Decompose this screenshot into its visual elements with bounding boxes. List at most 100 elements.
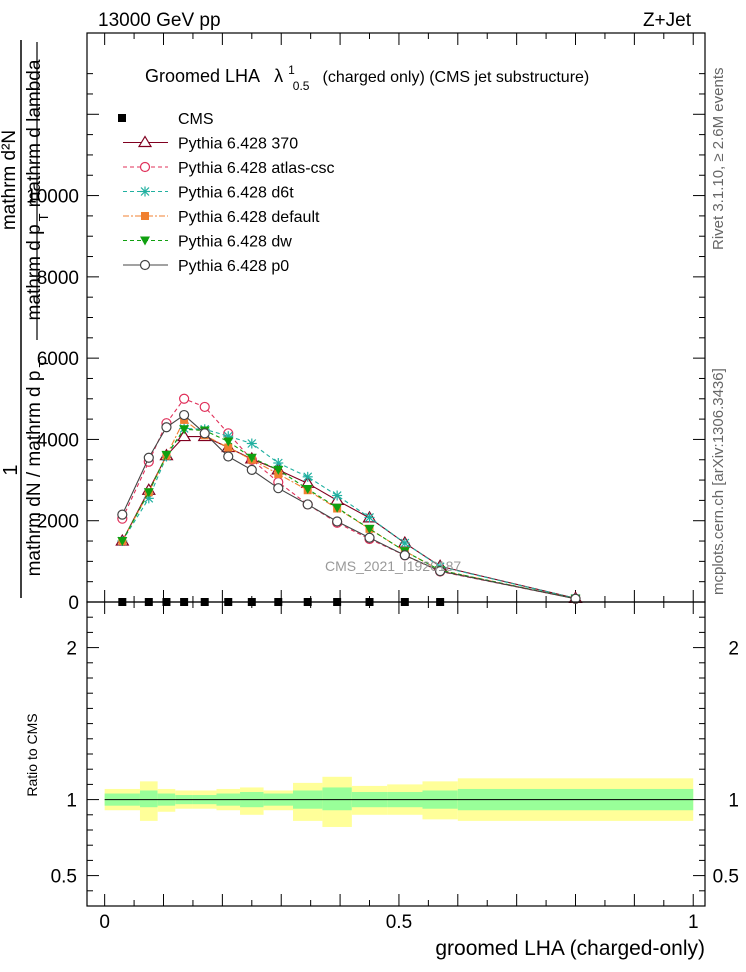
y-tick-label: 4000 [37,430,79,451]
x-tick-label: 0.5 [386,912,412,933]
series-marker [224,443,233,452]
series-marker [199,428,210,439]
series-marker [179,393,190,404]
chart-title: Groomed LHA λ 1 0.5 (charged only) (CMS … [145,58,589,94]
legend-label: Pythia 6.428 atlas-csc [178,160,335,177]
series-marker [302,471,313,482]
ratio-y-tick-label-right: 1 [728,791,739,812]
series-marker [332,490,343,501]
series-marker [223,437,234,447]
legend-label: Pythia 6.428 370 [178,136,298,153]
legend-item-cms: CMS [118,111,214,128]
series-marker [223,451,234,462]
legend-item: Pythia 6.428 atlas-csc [123,160,335,177]
ylabel-den-main: mathrm dN / mathrm d p [24,371,45,577]
series-marker [570,593,581,604]
ratio-stat-band [139,790,158,808]
series-marker [177,429,192,442]
series-marker [161,450,172,460]
series-marker [143,488,154,498]
main-series-layer [115,393,583,604]
series-marker [273,465,284,475]
series-marker [140,186,150,197]
energy-label: 13000 GeV pp [98,10,221,31]
series-pythia-6-428-p0 [117,409,581,604]
ylabel-one: 1 [0,464,22,475]
series-marker [199,401,210,413]
legend-label: CMS [178,111,214,128]
series-marker [161,422,172,433]
ylabel-num2-rest: mathrm d lambda [24,59,45,207]
series-line [121,398,576,600]
legend-item: Pythia 6.428 dw [123,234,292,251]
ratio-y-axis-label: Ratio to CMS [24,713,40,796]
ylabel-num2-main: mathrm d p [24,224,45,320]
y-tick-label: 8000 [37,268,79,289]
series-marker [399,538,410,549]
series-marker [273,458,284,469]
x-axis-label: groomed LHA (charged-only) [435,937,705,960]
series-marker [273,483,284,494]
legend-item: Pythia 6.428 default [123,209,320,226]
process-label: Z+Jet [643,10,692,31]
legend-item: Pythia 6.428 370 [123,135,298,153]
y-tick-label: 10000 [26,187,79,208]
title-rest: (charged only) (CMS jet substructure) [323,69,590,86]
series-marker [364,512,375,523]
series-marker [302,485,313,495]
series-marker [302,499,313,510]
y-tick-label: 6000 [37,349,79,370]
ratio-y-tick-label: 2 [66,639,77,660]
title-lambda: λ [274,66,283,86]
y-tick-label: 2000 [37,512,79,533]
ratio-y-tick-label: 1 [66,791,77,812]
y-tick-label: 0 [68,593,79,614]
ratio-plot-frame [86,601,706,907]
main-axis-ticks: 0 2000 4000 6000 8000 10000 [26,33,705,906]
series-marker [435,566,446,577]
series-marker [143,452,154,463]
series-line [121,419,576,600]
series-marker [179,425,190,435]
ratio-y-tick-label-right: 0.5 [713,867,739,888]
legend-label: Pythia 6.428 dw [178,234,292,251]
rivet-version-label: Rivet 3.1.10, ≥ 2.6M events [710,68,727,251]
ratio-stat-band [322,787,352,811]
ylabel-numerator: mathrm d²N [0,130,20,230]
series-marker [332,516,343,527]
legend-item: Pythia 6.428 d6t [123,185,294,202]
ylabel-den-sub: T [36,360,51,368]
legend-marker [118,114,126,122]
series-line [121,428,576,600]
legend-label: Pythia 6.428 d6t [178,185,294,202]
legend-item: Pythia 6.428 p0 [123,258,289,275]
series-marker [364,524,375,534]
mcplots-label: mcplots.cern.ch [arXiv:1306.3436] [710,368,727,595]
legend: CMS Pythia 6.428 370 Pythia 6.428 atlas-cs… [118,111,335,275]
ratio-y-tick-label-right: 2 [728,639,739,660]
analysis-watermark: CMS_2021_I1920187 [325,558,461,574]
series-marker [246,464,257,476]
ratio-y-tick-label: 0.5 [51,867,77,888]
title-superscript: 1 [288,63,295,77]
x-tick-label: 1 [688,912,699,933]
title-subscript: 0.5 [293,79,310,93]
series-marker [399,550,410,561]
ratio-axis-ticks: 0.5 0.5 1 1 2 2 0 0.5 1 [51,616,739,933]
series-pythia-6-428-d6t [117,423,581,604]
series-marker [140,236,150,246]
legend-label: Pythia 6.428 p0 [178,258,289,275]
ratio-bands [104,776,694,827]
legend-label: Pythia 6.428 default [178,209,320,226]
series-marker [139,259,151,271]
ylabel-inner-numerator: mathrm d p Tmathrm d lambda [24,59,51,320]
series-marker [332,503,343,513]
series-marker [364,532,375,543]
series-marker [246,438,257,449]
series-marker [137,135,153,148]
series-marker [141,212,149,220]
series-marker [117,509,128,520]
series-pythia-6-428-default [118,415,580,603]
ylabel-num2-sub: T [36,213,51,221]
